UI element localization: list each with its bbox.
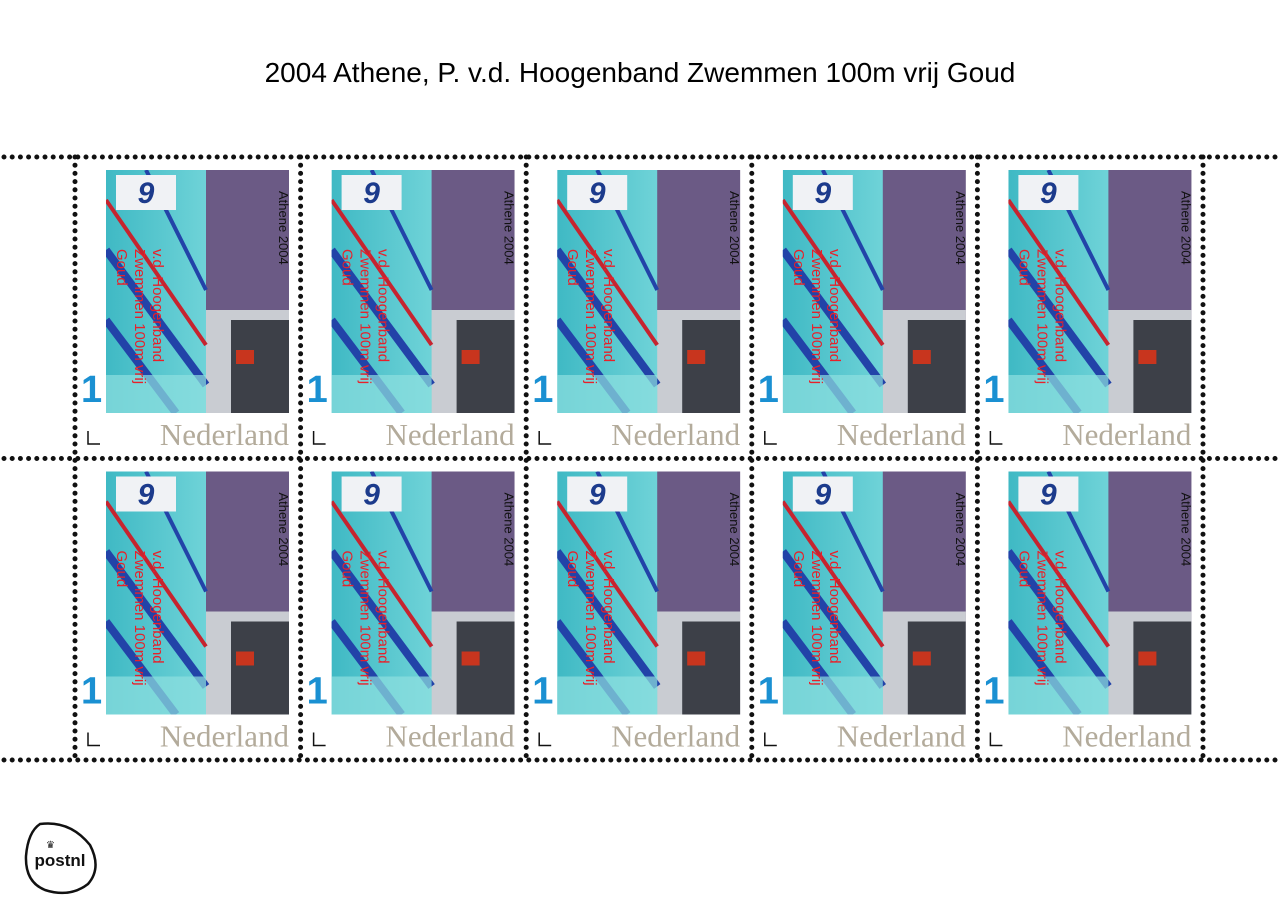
stamp-text: v.d. Hoogenband: [826, 249, 843, 362]
stamp-value: 1: [983, 671, 1004, 713]
corner-mark: [87, 431, 100, 445]
stamp-caption: Athene 2004: [276, 191, 291, 265]
stamp-text: v.d. Hoogenband: [149, 249, 166, 362]
stamp-text: Goud: [1015, 249, 1032, 286]
corner-mark: [764, 732, 777, 747]
stamp-text: Zwemmen 100m vrij: [582, 249, 599, 384]
postnl-logo: ♛ postnl: [24, 822, 97, 895]
corner-mark: [538, 732, 552, 747]
stamp-value: 1: [983, 369, 1004, 411]
stamp-value: 1: [758, 369, 779, 411]
stamp-text: v.d. Hoogenband: [375, 551, 392, 664]
stamp-text: v.d. Hoogenband: [375, 249, 392, 362]
stamp-text: Goud: [113, 551, 130, 588]
stamp-text: Zwemmen 100m vrij: [808, 249, 825, 384]
stamp-value: 1: [81, 369, 102, 411]
stamp-text: Zwemmen 100m vrij: [131, 551, 148, 686]
stamp-caption: Athene 2004: [1178, 191, 1193, 265]
stamp-caption: Athene 2004: [727, 493, 742, 567]
stamp-text: v.d. Hoogenband: [1051, 551, 1068, 664]
stamp-text: Goud: [564, 249, 581, 286]
stamp-text: Zwemmen 100m vrij: [1033, 551, 1050, 686]
stamp-text: Zwemmen 100m vrij: [357, 249, 374, 384]
stamp-text: Zwemmen 100m vrij: [582, 551, 599, 686]
stamp-country: Nederland: [611, 719, 741, 754]
stamp-text: Zwemmen 100m vrij: [1033, 249, 1050, 384]
stamp-text: Zwemmen 100m vrij: [357, 551, 374, 686]
corner-mark: [989, 431, 1003, 445]
stamp-country: Nederland: [385, 719, 515, 754]
stamp-caption: Athene 2004: [727, 191, 742, 265]
stamp-caption: Athene 2004: [502, 191, 517, 265]
svg-text:♛: ♛: [46, 840, 55, 851]
corner-mark: [312, 732, 326, 747]
stamp-text: Goud: [113, 249, 130, 286]
stamp-value: 1: [307, 671, 328, 713]
corner-mark: [87, 732, 100, 747]
stamp-caption: Athene 2004: [953, 191, 968, 265]
stamp-text: v.d. Hoogenband: [149, 551, 166, 664]
stamp-value: 1: [758, 671, 779, 713]
stamp-country: Nederland: [1062, 719, 1192, 754]
stamp-text: Goud: [564, 551, 581, 588]
stamp-text: Goud: [339, 249, 356, 286]
stamp-text: Goud: [339, 551, 356, 588]
stamp-text: v.d. Hoogenband: [1051, 249, 1068, 362]
stamp-country: Nederland: [160, 719, 290, 754]
stamp-country: Nederland: [160, 417, 290, 452]
stamp-caption: Athene 2004: [276, 493, 291, 567]
stamp-text: Zwemmen 100m vrij: [808, 551, 825, 686]
stamp-text: v.d. Hoogenband: [600, 551, 617, 664]
stamp-country: Nederland: [837, 719, 967, 754]
stamp-value: 1: [81, 671, 102, 713]
stamp-text: v.d. Hoogenband: [600, 249, 617, 362]
stamp-text: v.d. Hoogenband: [826, 551, 843, 664]
stamp-country: Nederland: [385, 417, 515, 452]
perforations: [1, 154, 1280, 763]
corner-mark: [989, 732, 1003, 747]
stamp-value: 1: [532, 369, 553, 411]
stamp-caption: Athene 2004: [502, 493, 517, 567]
stamp-country: Nederland: [611, 417, 741, 452]
stamp-text: Goud: [790, 551, 807, 588]
corner-mark: [764, 431, 777, 445]
stamp-country: Nederland: [1062, 417, 1192, 452]
logo-text: postnl: [35, 851, 86, 870]
corner-mark: [538, 431, 552, 445]
stamp-text: Goud: [790, 249, 807, 286]
stamp-country: Nederland: [837, 417, 967, 452]
stamp-caption: Athene 2004: [953, 493, 968, 567]
corner-mark: [312, 431, 326, 445]
stamp-value: 1: [532, 671, 553, 713]
stamp-value: 1: [307, 369, 328, 411]
stamp-text: Zwemmen 100m vrij: [131, 249, 148, 384]
sheet-title: 2004 Athene, P. v.d. Hoogenband Zwemmen …: [265, 57, 1016, 88]
stamp-text: Goud: [1015, 551, 1032, 588]
stamp-caption: Athene 2004: [1178, 493, 1193, 567]
